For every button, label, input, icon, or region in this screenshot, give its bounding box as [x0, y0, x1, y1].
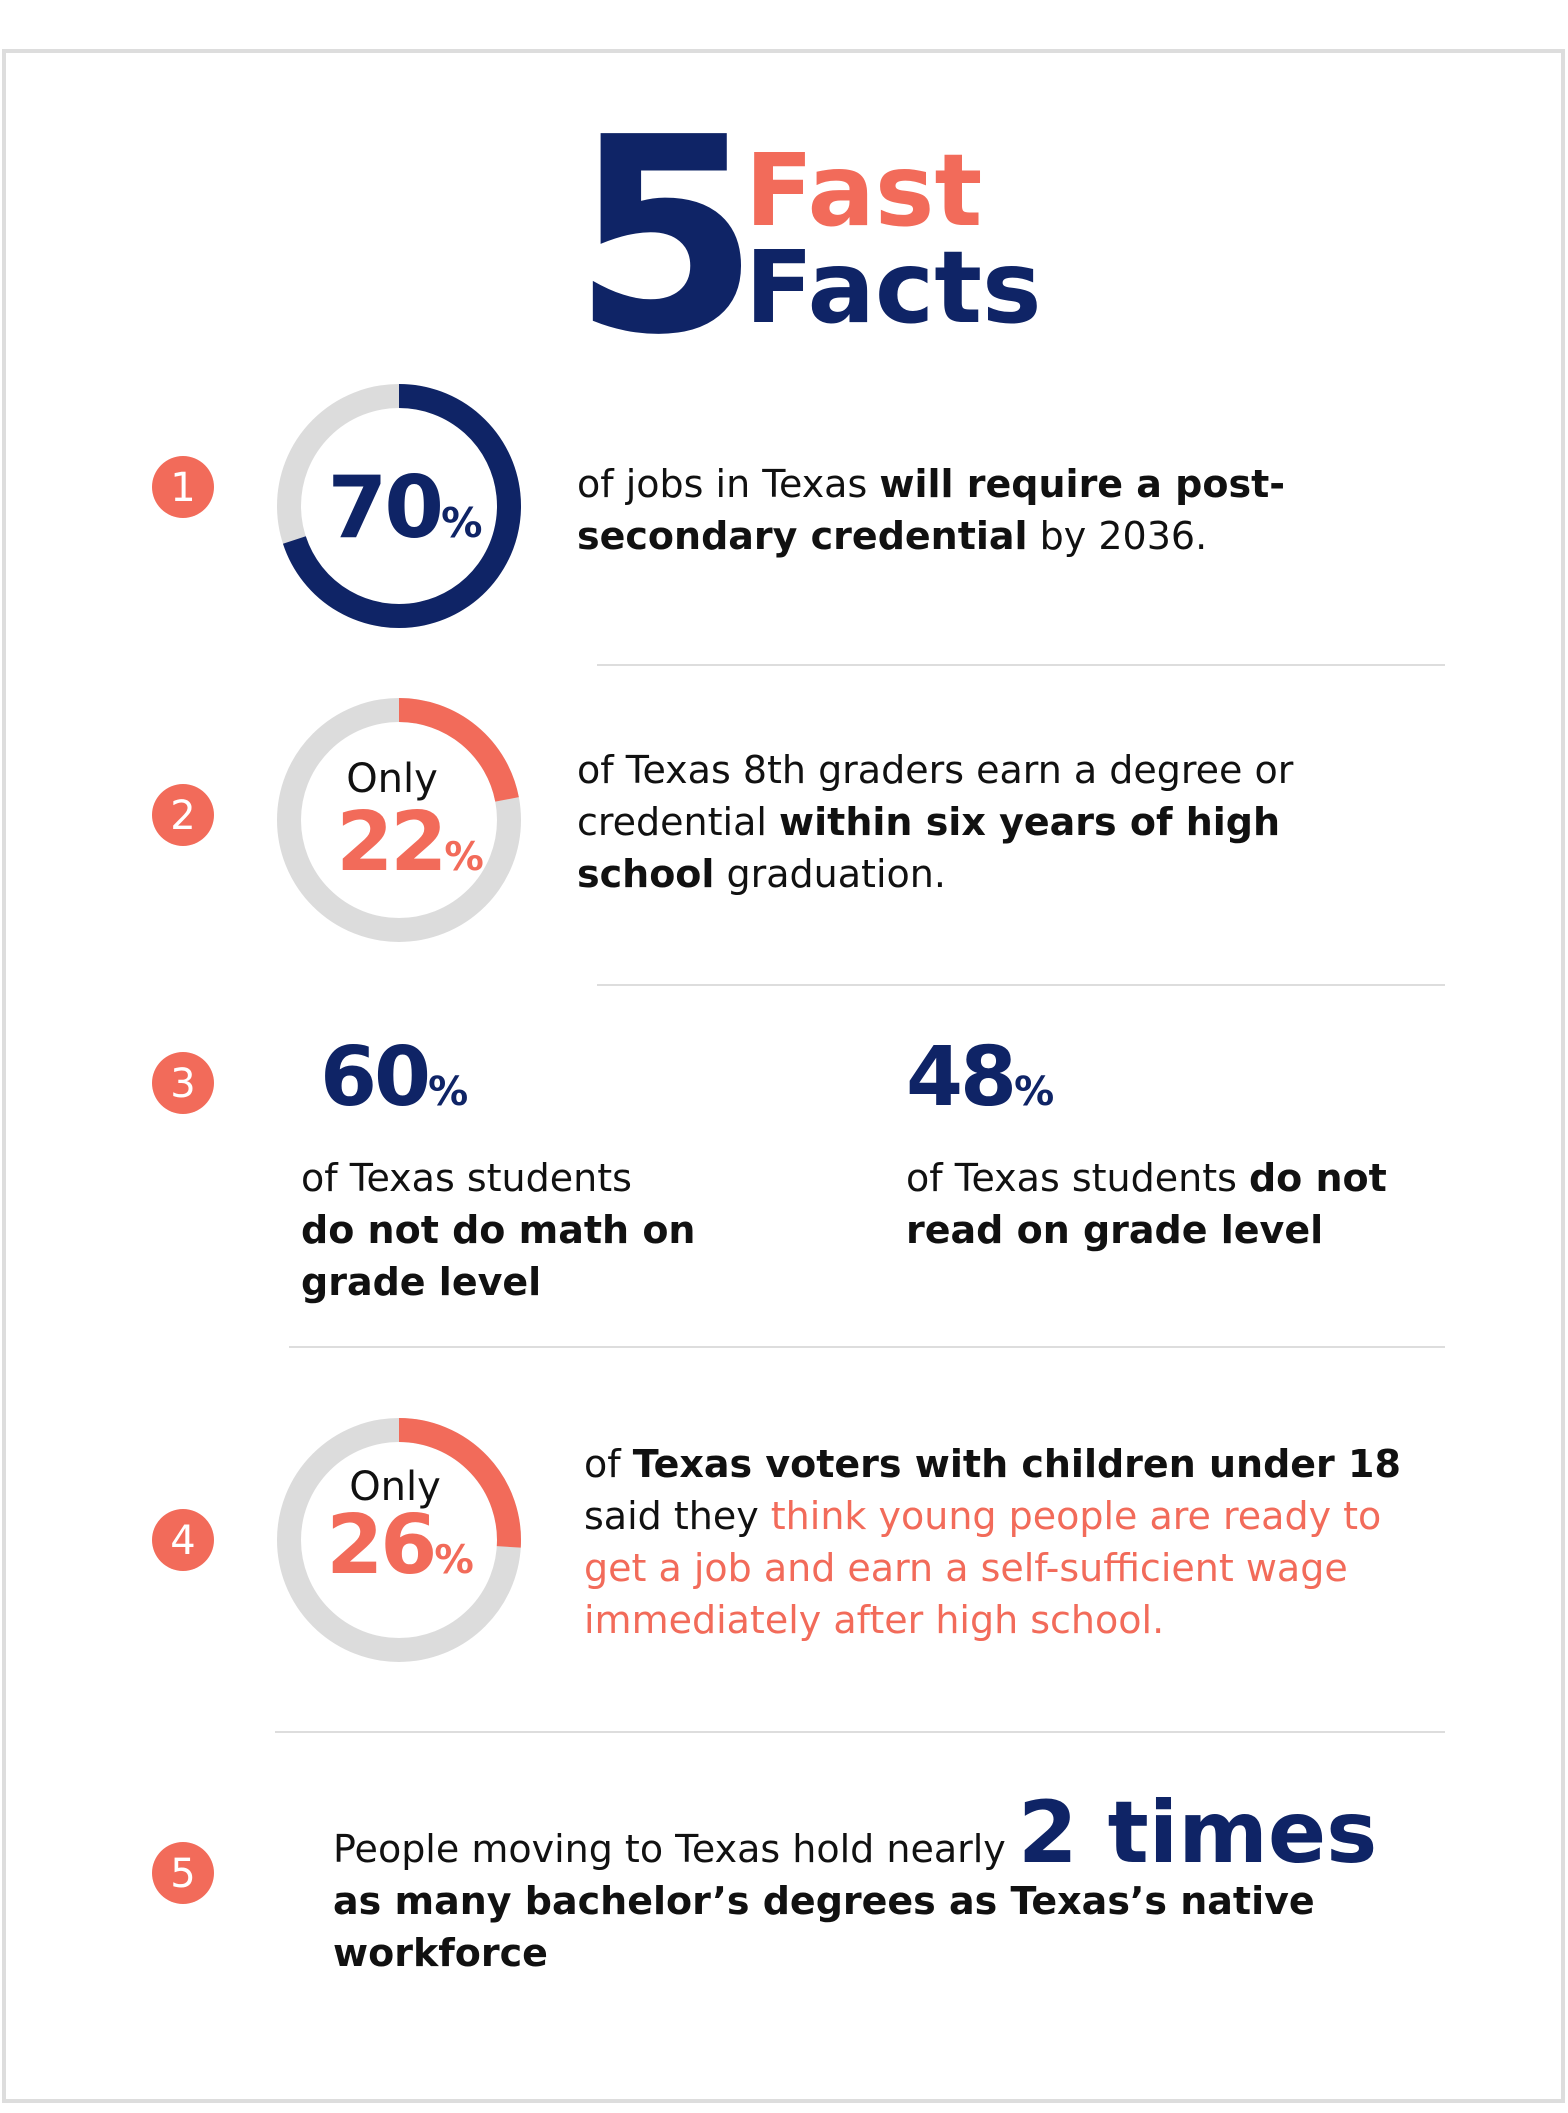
fact-text-line: said they think young people are ready t… — [584, 1494, 1381, 1538]
donut-arc — [398, 1418, 521, 1548]
fact-text-line: workforce — [333, 1931, 548, 1975]
text-segment: People moving to Texas hold nearly — [333, 1827, 1018, 1871]
stat-value: 22% — [336, 795, 484, 890]
text-segment: 2 times — [1018, 1783, 1378, 1883]
fact-badge-number: 2 — [170, 793, 195, 839]
title-number: 5 — [572, 79, 752, 394]
text-segment: immediately after high school. — [584, 1598, 1164, 1642]
text-segment: credential — [577, 800, 779, 844]
text-segment: secondary credential — [577, 514, 1028, 558]
stat-unit: % — [441, 499, 482, 547]
text-segment: get a job and earn a self-sufficient wag… — [584, 1546, 1348, 1590]
fact-badge-number: 5 — [170, 1851, 195, 1897]
fact-badge — [152, 1842, 214, 1904]
text-segment: of — [584, 1442, 633, 1486]
fact-text-line: get a job and earn a self-sufficient wag… — [584, 1546, 1348, 1590]
text-segment: school — [577, 852, 714, 896]
text-segment: read on grade level — [906, 1208, 1323, 1252]
text-segment: as many bachelor’s degrees as Texas’s na… — [333, 1879, 1315, 1923]
text-segment: of Texas students — [301, 1156, 632, 1200]
text-segment: of Texas 8th graders earn a degree or — [577, 748, 1294, 792]
fact-text-line: school graduation. — [577, 852, 946, 896]
stat-value: 70% — [327, 458, 482, 558]
stat-unit: % — [444, 834, 483, 880]
separators — [275, 664, 1445, 1733]
fact-text-line: immediately after high school. — [584, 1598, 1164, 1642]
fact-text-line: credential within six years of high — [577, 800, 1280, 844]
stat-number: 70 — [327, 458, 441, 558]
stat-unit: % — [1014, 1069, 1054, 1115]
frame — [2, 49, 1565, 2103]
stat-number: 60 — [320, 1030, 428, 1125]
stat-unit: % — [434, 1537, 473, 1583]
stat-number: 48 — [906, 1030, 1014, 1125]
text-segment: do not do math on — [301, 1208, 695, 1252]
text-segment: grade level — [301, 1260, 541, 1304]
fact-badge-number: 1 — [170, 465, 195, 511]
text-segment: graduation. — [714, 852, 945, 896]
fact-badge — [152, 1509, 214, 1571]
stat-prefix: Only — [346, 756, 438, 802]
stat-value: 60% — [320, 1030, 468, 1125]
stat-unit: % — [428, 1069, 468, 1115]
fact-text-line: of jobs in Texas will require a post- — [577, 462, 1285, 506]
stat-number: 22 — [336, 795, 444, 890]
fact-badge — [152, 784, 214, 846]
stat-value: 48% — [906, 1030, 1054, 1125]
fact-text-line: of Texas students — [301, 1156, 632, 1200]
text-segment: said they — [584, 1494, 771, 1538]
fact-text-line: of Texas voters with children under 18 — [584, 1442, 1401, 1486]
text-segment: think young people are ready to — [771, 1494, 1382, 1538]
text-segment: by 2036. — [1028, 514, 1208, 558]
text-segment: will require a post- — [879, 462, 1285, 506]
stat-prefix: Only — [349, 1464, 441, 1510]
text-segment: of Texas students — [906, 1156, 1249, 1200]
fact-text-line: grade level — [301, 1260, 541, 1304]
fact-badge — [152, 456, 214, 518]
fact-text-line: of Texas 8th graders earn a degree or — [577, 748, 1294, 792]
fact-text-line: read on grade level — [906, 1208, 1323, 1252]
title-line1: Fast — [745, 132, 982, 249]
text-segment: of jobs in Texas — [577, 462, 879, 506]
text-segment: Texas voters with children under 18 — [633, 1442, 1401, 1486]
text-segment: do not — [1249, 1156, 1387, 1200]
fact-text-line: of Texas students do not — [906, 1156, 1387, 1200]
stat-number: 26 — [326, 1498, 434, 1593]
fact-text-line: do not do math on — [301, 1208, 695, 1252]
donut-arc — [398, 698, 519, 802]
fact-badge — [152, 1052, 214, 1114]
text-segment: workforce — [333, 1931, 548, 1975]
text-segment: within six years of high — [779, 800, 1280, 844]
fact-badge-number: 3 — [170, 1061, 195, 1107]
donut-arc — [282, 384, 521, 628]
fact-text-line: as many bachelor’s degrees as Texas’s na… — [333, 1879, 1315, 1923]
stat-value: 26% — [326, 1498, 474, 1593]
fact-text-line: secondary credential by 2036. — [577, 514, 1207, 558]
fact-text-line: People moving to Texas hold nearly 2 tim… — [333, 1783, 1377, 1883]
fact-badge-number: 4 — [170, 1518, 195, 1564]
title-line2: Facts — [745, 229, 1042, 346]
